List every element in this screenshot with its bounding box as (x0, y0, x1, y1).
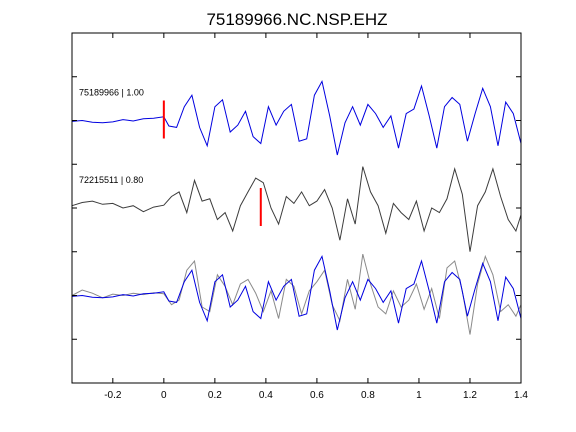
picks-layer (162, 100, 262, 226)
trace-line-1 (71, 80, 522, 156)
traces-layer (71, 80, 522, 335)
chart-title: 75189966.NC.NSP.EHZ (206, 10, 387, 29)
x-tick-label: -0.2 (104, 390, 122, 401)
x-tick-label: 1.4 (514, 390, 528, 401)
trace-labels: 75189966 | 1.00 72215511 | 0.80 (79, 88, 144, 186)
x-tick-label: 1.2 (463, 390, 477, 401)
x-tick-label: 0.8 (361, 390, 375, 401)
x-tick-label: 0.6 (310, 390, 324, 401)
x-tick-label: 1 (416, 390, 422, 401)
trace-label-1: 75189966 | 1.00 (79, 88, 144, 98)
axis-ticks: -0.2 0 0.2 0.4 0.6 0.8 1 1.2 1.4 (72, 33, 528, 401)
x-tick-label: 0.4 (259, 390, 273, 401)
trace-label-2: 72215511 | 0.80 (79, 175, 143, 185)
overlay-line-1 (71, 255, 522, 331)
x-tick-label: 0.2 (208, 390, 222, 401)
plot-frame (71, 32, 522, 384)
trace-line-2 (71, 166, 522, 252)
x-tick-label: 0 (161, 390, 167, 401)
